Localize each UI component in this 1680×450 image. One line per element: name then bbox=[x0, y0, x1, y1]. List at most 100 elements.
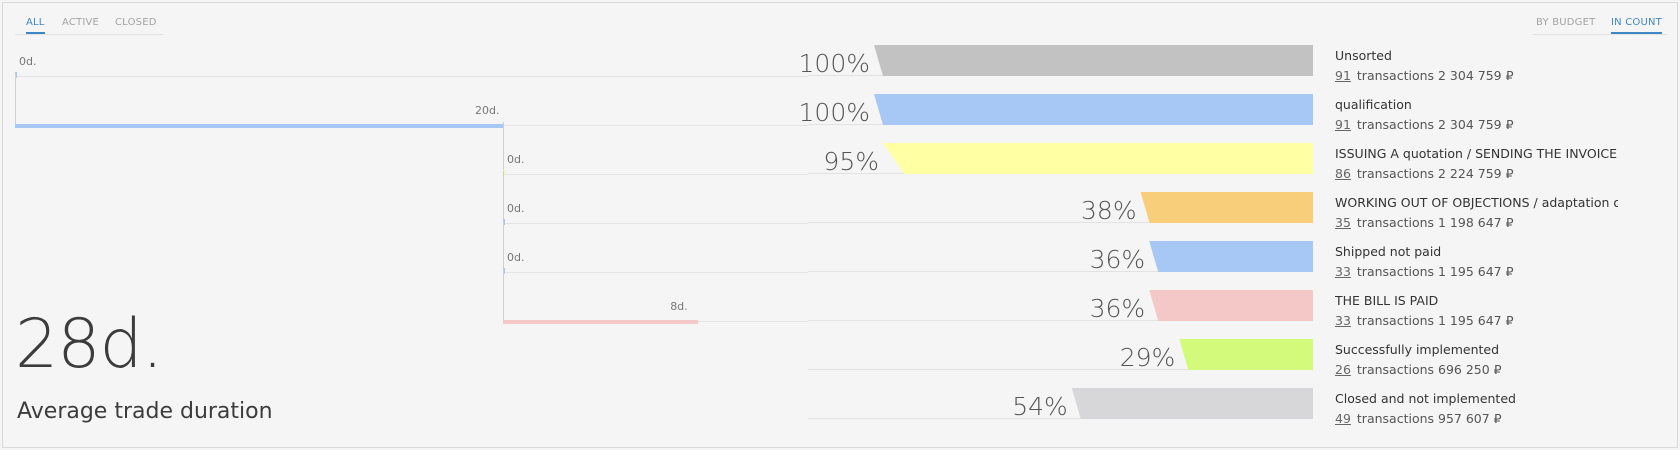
stage-bar-shape bbox=[1140, 192, 1313, 223]
stage-bar-shape bbox=[874, 94, 1313, 125]
timeline-duration-bar bbox=[503, 320, 699, 324]
timeline-connector bbox=[503, 220, 504, 271]
stage-bar-shape bbox=[874, 45, 1313, 76]
funnel-stage-row[interactable]: 38% WORKING OUT OF OBJECTIONS / adaptatio… bbox=[3, 192, 1680, 241]
stage-detail: transactions 2 224 759 ₽ bbox=[1356, 166, 1514, 181]
stage-detail: transactions 696 250 ₽ bbox=[1356, 362, 1502, 377]
stage-meta: 26 transactions 696 250 ₽ bbox=[1335, 362, 1502, 377]
tab-active[interactable]: ACTIVE bbox=[62, 17, 100, 28]
stage-meta: 86 transactions 2 224 759 ₽ bbox=[1335, 166, 1514, 181]
stage-bar-shape bbox=[883, 143, 1313, 174]
stage-funnel-bar bbox=[1140, 192, 1313, 223]
stage-detail: transactions 1 198 647 ₽ bbox=[1356, 215, 1514, 230]
timeline-duration-bar bbox=[503, 219, 505, 225]
stage-count-link[interactable]: 35 bbox=[1335, 215, 1351, 230]
stage-detail: transactions 2 304 759 ₽ bbox=[1356, 68, 1514, 83]
timeline-duration-bar bbox=[15, 72, 17, 78]
tab-by-budget[interactable]: BY BUDGET bbox=[1536, 17, 1596, 28]
stage-bar-shape bbox=[1071, 388, 1313, 419]
stage-funnel-bar bbox=[1149, 290, 1313, 321]
stage-percent: 36% bbox=[1089, 294, 1146, 323]
stage-percent: 54% bbox=[1012, 392, 1068, 421]
stage-count-link[interactable]: 91 bbox=[1335, 68, 1351, 83]
stage-percent: 36% bbox=[1089, 245, 1146, 274]
timeline-days-label: 0d. bbox=[507, 202, 525, 215]
funnel-stage-row[interactable]: 100% Unsorted 91 transactions 2 304 759 ₽ bbox=[3, 45, 1680, 94]
stage-funnel-bar bbox=[1149, 241, 1313, 272]
stage-funnel-bar bbox=[874, 45, 1313, 76]
stage-baseline bbox=[808, 222, 1313, 223]
stage-baseline bbox=[808, 369, 1313, 370]
stage-percent: 38% bbox=[1081, 196, 1137, 225]
average-duration-caption: Average trade duration bbox=[17, 399, 273, 424]
stage-percent: 100% bbox=[798, 49, 870, 78]
stage-count-link[interactable]: 49 bbox=[1335, 411, 1351, 426]
timeline-baseline bbox=[15, 76, 808, 77]
stage-meta: 33 transactions 1 195 647 ₽ bbox=[1335, 313, 1514, 328]
timeline-start-line bbox=[15, 73, 16, 123]
stage-count-link[interactable]: 91 bbox=[1335, 117, 1351, 132]
funnel-stage-row[interactable]: 36% Shipped not paid 33 transactions 1 195 … bbox=[3, 241, 1680, 290]
stage-count-link[interactable]: 86 bbox=[1335, 166, 1351, 181]
stage-funnel-bar bbox=[883, 143, 1313, 174]
timeline-connector bbox=[503, 122, 504, 173]
stage-meta: 91 transactions 2 304 759 ₽ bbox=[1335, 117, 1514, 132]
stage-name: Successfully implemented bbox=[1335, 342, 1500, 357]
stage-name: Shipped not paid bbox=[1335, 244, 1442, 259]
stage-name: Unsorted bbox=[1335, 48, 1392, 63]
timeline-baseline bbox=[503, 223, 808, 224]
stage-meta: 49 transactions 957 607 ₽ bbox=[1335, 411, 1502, 426]
timeline-duration-bar bbox=[503, 268, 505, 274]
stage-funnel-bar bbox=[1071, 388, 1313, 419]
stage-count-link[interactable]: 26 bbox=[1335, 362, 1351, 377]
stage-funnel-bar bbox=[874, 94, 1313, 125]
tab-closed[interactable]: CLOSED bbox=[115, 17, 157, 28]
tab-all[interactable]: ALL bbox=[26, 17, 45, 34]
stage-bar-shape bbox=[1179, 339, 1313, 370]
stage-baseline bbox=[808, 418, 1313, 419]
timeline-baseline bbox=[503, 174, 808, 175]
timeline-connector bbox=[503, 269, 504, 320]
timeline-duration-bar bbox=[503, 170, 505, 176]
funnel-stage-row[interactable]: 100% qualification 91 transactions 2 304 75… bbox=[3, 94, 1680, 143]
funnel-stage-row[interactable]: 36% THE BILL IS PAID 33 transactions 1 195 … bbox=[3, 290, 1680, 339]
funnel-stage-row[interactable]: 54% Closed and not implemented 49 transacti… bbox=[3, 388, 1680, 437]
stage-name: THE BILL IS PAID bbox=[1335, 293, 1439, 308]
stage-percent: 100% bbox=[798, 98, 870, 127]
stage-baseline bbox=[808, 271, 1313, 272]
stage-count-link[interactable]: 33 bbox=[1335, 313, 1351, 328]
timeline-days-label: 0d. bbox=[507, 153, 525, 166]
stage-meta: 33 transactions 1 195 647 ₽ bbox=[1335, 264, 1514, 279]
funnel-stage-row[interactable]: 29% Successfully implemented 26 transaction… bbox=[3, 339, 1680, 388]
stage-name: ISSUING A quotation / SENDING THE INVOIC… bbox=[1335, 146, 1618, 161]
stage-count-link[interactable]: 33 bbox=[1335, 264, 1351, 279]
stage-percent: 29% bbox=[1119, 343, 1176, 372]
tab-in-count[interactable]: IN COUNT bbox=[1611, 17, 1662, 34]
stage-meta: 91 transactions 2 304 759 ₽ bbox=[1335, 68, 1514, 83]
stage-baseline bbox=[808, 320, 1313, 321]
stage-percent: 95% bbox=[823, 147, 879, 176]
funnel-stage-row[interactable]: 95% ISSUING A quotation / SENDING THE INV… bbox=[3, 143, 1680, 192]
timeline-days-label: 0d. bbox=[507, 251, 525, 264]
timeline-days-label: 8d. bbox=[670, 300, 688, 313]
stage-funnel-bar bbox=[1179, 339, 1313, 370]
stage-detail: transactions 1 195 647 ₽ bbox=[1356, 264, 1514, 279]
average-duration-value: 28d. bbox=[15, 305, 163, 384]
stage-detail: transactions 957 607 ₽ bbox=[1356, 411, 1502, 426]
timeline-days-label: 20d. bbox=[475, 104, 500, 117]
stage-bar-shape bbox=[1149, 290, 1313, 321]
stage-name: Closed and not implemented bbox=[1335, 391, 1516, 406]
tabs-right-underline bbox=[1533, 34, 1667, 35]
stage-name: qualification bbox=[1335, 97, 1412, 112]
stage-detail: transactions 1 195 647 ₽ bbox=[1356, 313, 1514, 328]
timeline-baseline bbox=[503, 272, 808, 273]
tabs-underline bbox=[15, 34, 163, 35]
stage-meta: 35 transactions 1 198 647 ₽ bbox=[1335, 215, 1514, 230]
stage-name: WORKING OUT OF OBJECTIONS / adaptation o… bbox=[1335, 195, 1618, 210]
stage-bar-shape bbox=[1149, 241, 1313, 272]
timeline-connector bbox=[503, 171, 504, 222]
timeline-days-label: 0d. bbox=[19, 55, 37, 68]
stage-detail: transactions 2 304 759 ₽ bbox=[1356, 117, 1514, 132]
timeline-duration-bar bbox=[15, 124, 503, 128]
